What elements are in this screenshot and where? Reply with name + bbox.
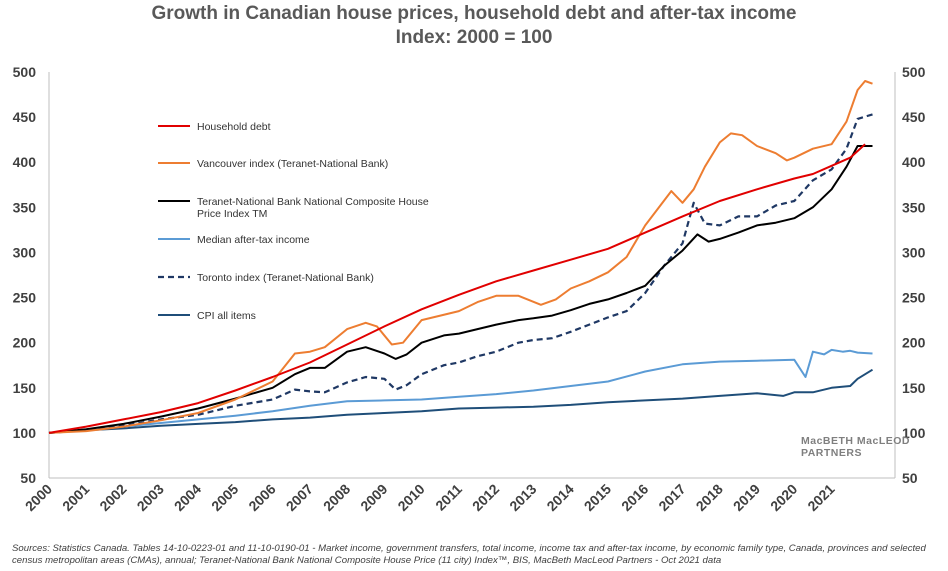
- x-tick-label: 2019: [730, 481, 763, 514]
- x-tick-label: 2003: [134, 481, 167, 514]
- source-note: Sources: Statistics Canada. Tables 14-10…: [12, 543, 926, 566]
- x-tick-label: 2018: [693, 481, 726, 514]
- y-tick-label-left: 200: [13, 335, 37, 351]
- y-tick-label-left: 150: [13, 380, 37, 396]
- y-tick-label-left: 300: [13, 244, 37, 260]
- x-tick-label: 2015: [581, 481, 614, 514]
- legend-label: Teranet-National Bank National Composite…: [197, 196, 429, 220]
- x-tick-label: 2001: [59, 481, 92, 514]
- y-tick-label-right: 200: [902, 335, 926, 351]
- x-tick-label: 2016: [618, 481, 651, 514]
- x-tick-label: 2004: [171, 481, 204, 514]
- y-tick-label-right: 400: [902, 154, 926, 170]
- series-line: [48, 368, 874, 434]
- y-tick-label-right: 350: [902, 199, 926, 215]
- y-tick-label-left: 250: [13, 290, 37, 306]
- watermark-line1: MacBETH MacLEOD: [801, 435, 910, 447]
- chart-title: Growth in Canadian house prices, househo…: [151, 3, 796, 24]
- series-line: [48, 348, 873, 434]
- x-tick-label: 2014: [543, 481, 576, 514]
- watermark-line2: PARTNERS: [801, 447, 862, 459]
- y-tick-label-left: 50: [20, 470, 36, 486]
- y-tick-label-right: 450: [902, 109, 926, 125]
- series-line: [48, 80, 873, 434]
- chart-subtitle: Index: 2000 = 100: [396, 27, 553, 48]
- x-tick-label: 2013: [506, 481, 539, 514]
- x-tick-label: 2011: [432, 481, 465, 514]
- y-tick-label-right: 100: [902, 425, 926, 441]
- x-tick-label: 2006: [245, 481, 278, 514]
- legend-label: Median after-tax income: [197, 234, 310, 246]
- legend-label: Toronto index (Teranet-National Bank): [197, 272, 374, 284]
- legend-label: Household debt: [197, 121, 271, 133]
- y-tick-label-right: 500: [902, 64, 926, 80]
- y-tick-label-left: 400: [13, 154, 37, 170]
- y-tick-label-right: 150: [902, 380, 926, 396]
- x-tick-label: 2021: [804, 481, 837, 514]
- series-line: [48, 145, 873, 434]
- x-tick-label: 2002: [96, 481, 129, 514]
- x-tick-label: 2012: [469, 481, 502, 514]
- y-tick-label-left: 350: [13, 199, 37, 215]
- x-tick-label: 2010: [394, 481, 427, 514]
- x-tick-label: 2005: [208, 481, 241, 514]
- legend: Household debt Vancouver index (Teranet-N…: [158, 121, 429, 322]
- x-tick-label: 2020: [767, 481, 800, 514]
- legend-label: Vancouver index (Teranet-National Bank): [197, 158, 388, 170]
- x-tick-label: 2017: [655, 481, 688, 514]
- y-tick-label-right: 50: [902, 470, 918, 486]
- x-ticks: 2000 2001 2002 2003 2004 2005 2006 2007 2008 2009…: [22, 481, 838, 514]
- x-tick-label: 2009: [357, 481, 390, 514]
- y-tick-label-left: 500: [13, 64, 37, 80]
- y-ticks-left: 50 100 150 200 250 300 350 400 450 500: [13, 64, 37, 486]
- y-ticks-right: 50 100 150 200 250 300 350 400 450 500: [902, 64, 926, 486]
- legend-label: CPI all items: [197, 310, 256, 322]
- series-line: [48, 143, 866, 434]
- y-tick-label-right: 300: [902, 244, 926, 260]
- y-tick-label-right: 250: [902, 290, 926, 306]
- y-tick-label-left: 450: [13, 109, 37, 125]
- x-tick-label: 2008: [320, 481, 353, 514]
- y-tick-label-left: 100: [13, 425, 37, 441]
- series-lines: [48, 80, 874, 434]
- x-tick-label: 2007: [283, 481, 316, 514]
